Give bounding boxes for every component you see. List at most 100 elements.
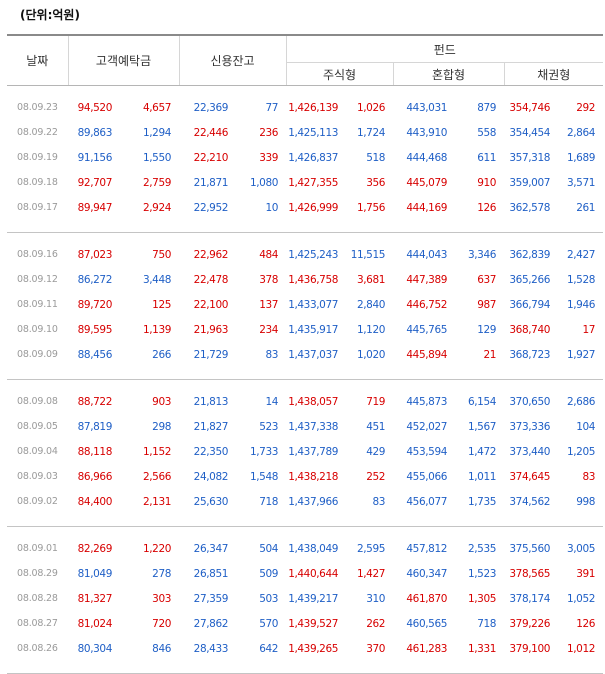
stock-change: 310 <box>366 592 386 605</box>
table-row: 08.09.22 89,863 1,294 22,446 236 1,425,113 1,7… <box>7 120 603 145</box>
stock-change: 719 <box>366 395 386 408</box>
credit-change: 503 <box>259 592 279 605</box>
dep-value: 89,595 <box>77 323 113 336</box>
mixed-value: 443,910 <box>406 126 448 139</box>
table-row: 08.09.19 91,156 1,550 22,210 339 1,426,837 518… <box>7 145 603 170</box>
stock-value: 1,438,218 <box>288 470 339 483</box>
group-divider <box>7 661 604 674</box>
bond-value: 359,007 <box>509 176 551 189</box>
bond-change: 391 <box>576 567 596 580</box>
dep-change: 1,550 <box>142 151 172 164</box>
bond-change: 2,864 <box>566 126 596 139</box>
credit-value: 24,082 <box>193 470 229 483</box>
mixed-value: 461,283 <box>406 642 448 655</box>
credit-change: 1,548 <box>249 470 279 483</box>
mixed-change: 3,346 <box>467 248 497 261</box>
table-row: 08.08.28 81,327 303 27,359 503 1,439,217 310 46… <box>7 586 603 611</box>
credit-change: 509 <box>259 567 279 580</box>
credit-value: 21,729 <box>193 348 229 361</box>
dep-value: 87,023 <box>77 248 113 261</box>
bond-value: 378,565 <box>509 567 551 580</box>
credit-value: 27,862 <box>193 617 229 630</box>
table-row: 08.08.29 81,049 278 26,851 509 1,440,644 1,427… <box>7 561 603 586</box>
credit-change: 642 <box>259 642 279 655</box>
bond-change: 3,571 <box>566 176 596 189</box>
mixed-value: 445,894 <box>406 348 448 361</box>
row-date: 08.09.09 <box>17 349 58 360</box>
mixed-change: 558 <box>477 126 497 139</box>
dep-change: 903 <box>152 395 172 408</box>
stock-value: 1,437,966 <box>288 495 339 508</box>
row-date: 08.08.27 <box>17 618 58 629</box>
table-row: 08.09.02 84,400 2,131 25,630 718 1,437,966 83 4… <box>7 489 603 514</box>
stock-change: 356 <box>366 176 386 189</box>
credit-change: 339 <box>259 151 279 164</box>
credit-change: 1,733 <box>249 445 279 458</box>
table-row: 08.09.08 88,722 903 21,813 14 1,438,057 719 445… <box>7 389 603 414</box>
dep-value: 86,966 <box>77 470 113 483</box>
stock-value: 1,437,789 <box>288 445 339 458</box>
credit-change: 504 <box>259 542 279 555</box>
credit-change: 378 <box>259 273 279 286</box>
dep-change: 2,566 <box>142 470 172 483</box>
mixed-change: 21 <box>483 348 497 361</box>
table-row: 08.09.12 86,272 3,448 22,478 378 1,436,758 3,6… <box>7 267 603 292</box>
credit-value: 21,963 <box>193 323 229 336</box>
bond-value: 373,336 <box>509 420 551 433</box>
credit-value: 22,100 <box>193 298 229 311</box>
table-row: 08.09.04 88,118 1,152 22,350 1,733 1,437,789 4… <box>7 439 603 464</box>
dep-change: 125 <box>152 298 172 311</box>
stock-change: 2,840 <box>356 298 386 311</box>
credit-change: 570 <box>259 617 279 630</box>
dep-change: 1,220 <box>142 542 172 555</box>
table-row: 08.09.03 86,966 2,566 24,082 1,548 1,438,218 2… <box>7 464 603 489</box>
mixed-value: 445,765 <box>406 323 448 336</box>
dep-change: 1,139 <box>142 323 172 336</box>
stock-value: 1,438,057 <box>288 395 339 408</box>
table-row: 08.09.11 89,720 125 22,100 137 1,433,077 2,840… <box>7 292 603 317</box>
bond-change: 261 <box>576 201 596 214</box>
header-stock-fund: 주식형 <box>285 62 394 86</box>
stock-change: 83 <box>372 495 386 508</box>
dep-value: 91,156 <box>77 151 113 164</box>
group-spacer <box>7 233 603 243</box>
row-date: 08.09.04 <box>17 446 58 457</box>
group-divider <box>7 514 604 527</box>
table-header: 날짜 고객예탁금 신용잔고 펀드 주식형 혼합형 채권형 <box>7 35 604 86</box>
credit-value: 22,952 <box>193 201 229 214</box>
mixed-change: 987 <box>477 298 497 311</box>
bond-change: 1,205 <box>566 445 596 458</box>
bond-value: 379,226 <box>509 617 551 630</box>
dep-value: 89,947 <box>77 201 113 214</box>
mixed-value: 453,594 <box>406 445 448 458</box>
row-date: 08.09.11 <box>17 299 58 310</box>
credit-change: 718 <box>259 495 279 508</box>
dep-value: 88,722 <box>77 395 113 408</box>
bond-value: 366,794 <box>509 298 551 311</box>
mixed-value: 447,389 <box>406 273 448 286</box>
mixed-change: 1,331 <box>467 642 497 655</box>
bond-value: 368,740 <box>509 323 551 336</box>
stock-change: 11,515 <box>350 248 386 261</box>
stock-value: 1,438,049 <box>288 542 339 555</box>
row-date: 08.08.28 <box>17 593 58 604</box>
mixed-value: 444,043 <box>406 248 448 261</box>
header-date: 날짜 <box>7 35 68 86</box>
stock-change: 3,681 <box>356 273 386 286</box>
credit-change: 1,080 <box>249 176 279 189</box>
dep-value: 87,819 <box>77 420 113 433</box>
stock-value: 1,425,113 <box>288 126 339 139</box>
dep-value: 84,400 <box>77 495 113 508</box>
dep-change: 1,294 <box>142 126 172 139</box>
credit-value: 22,350 <box>193 445 229 458</box>
stock-value: 1,427,355 <box>288 176 339 189</box>
bond-change: 1,052 <box>566 592 596 605</box>
mixed-change: 129 <box>477 323 497 336</box>
mixed-value: 444,468 <box>406 151 448 164</box>
mixed-change: 1,472 <box>467 445 497 458</box>
row-date: 08.09.02 <box>17 496 58 507</box>
dep-change: 278 <box>152 567 172 580</box>
stock-value: 1,426,999 <box>288 201 339 214</box>
bond-change: 1,528 <box>566 273 596 286</box>
bond-change: 292 <box>576 101 596 114</box>
